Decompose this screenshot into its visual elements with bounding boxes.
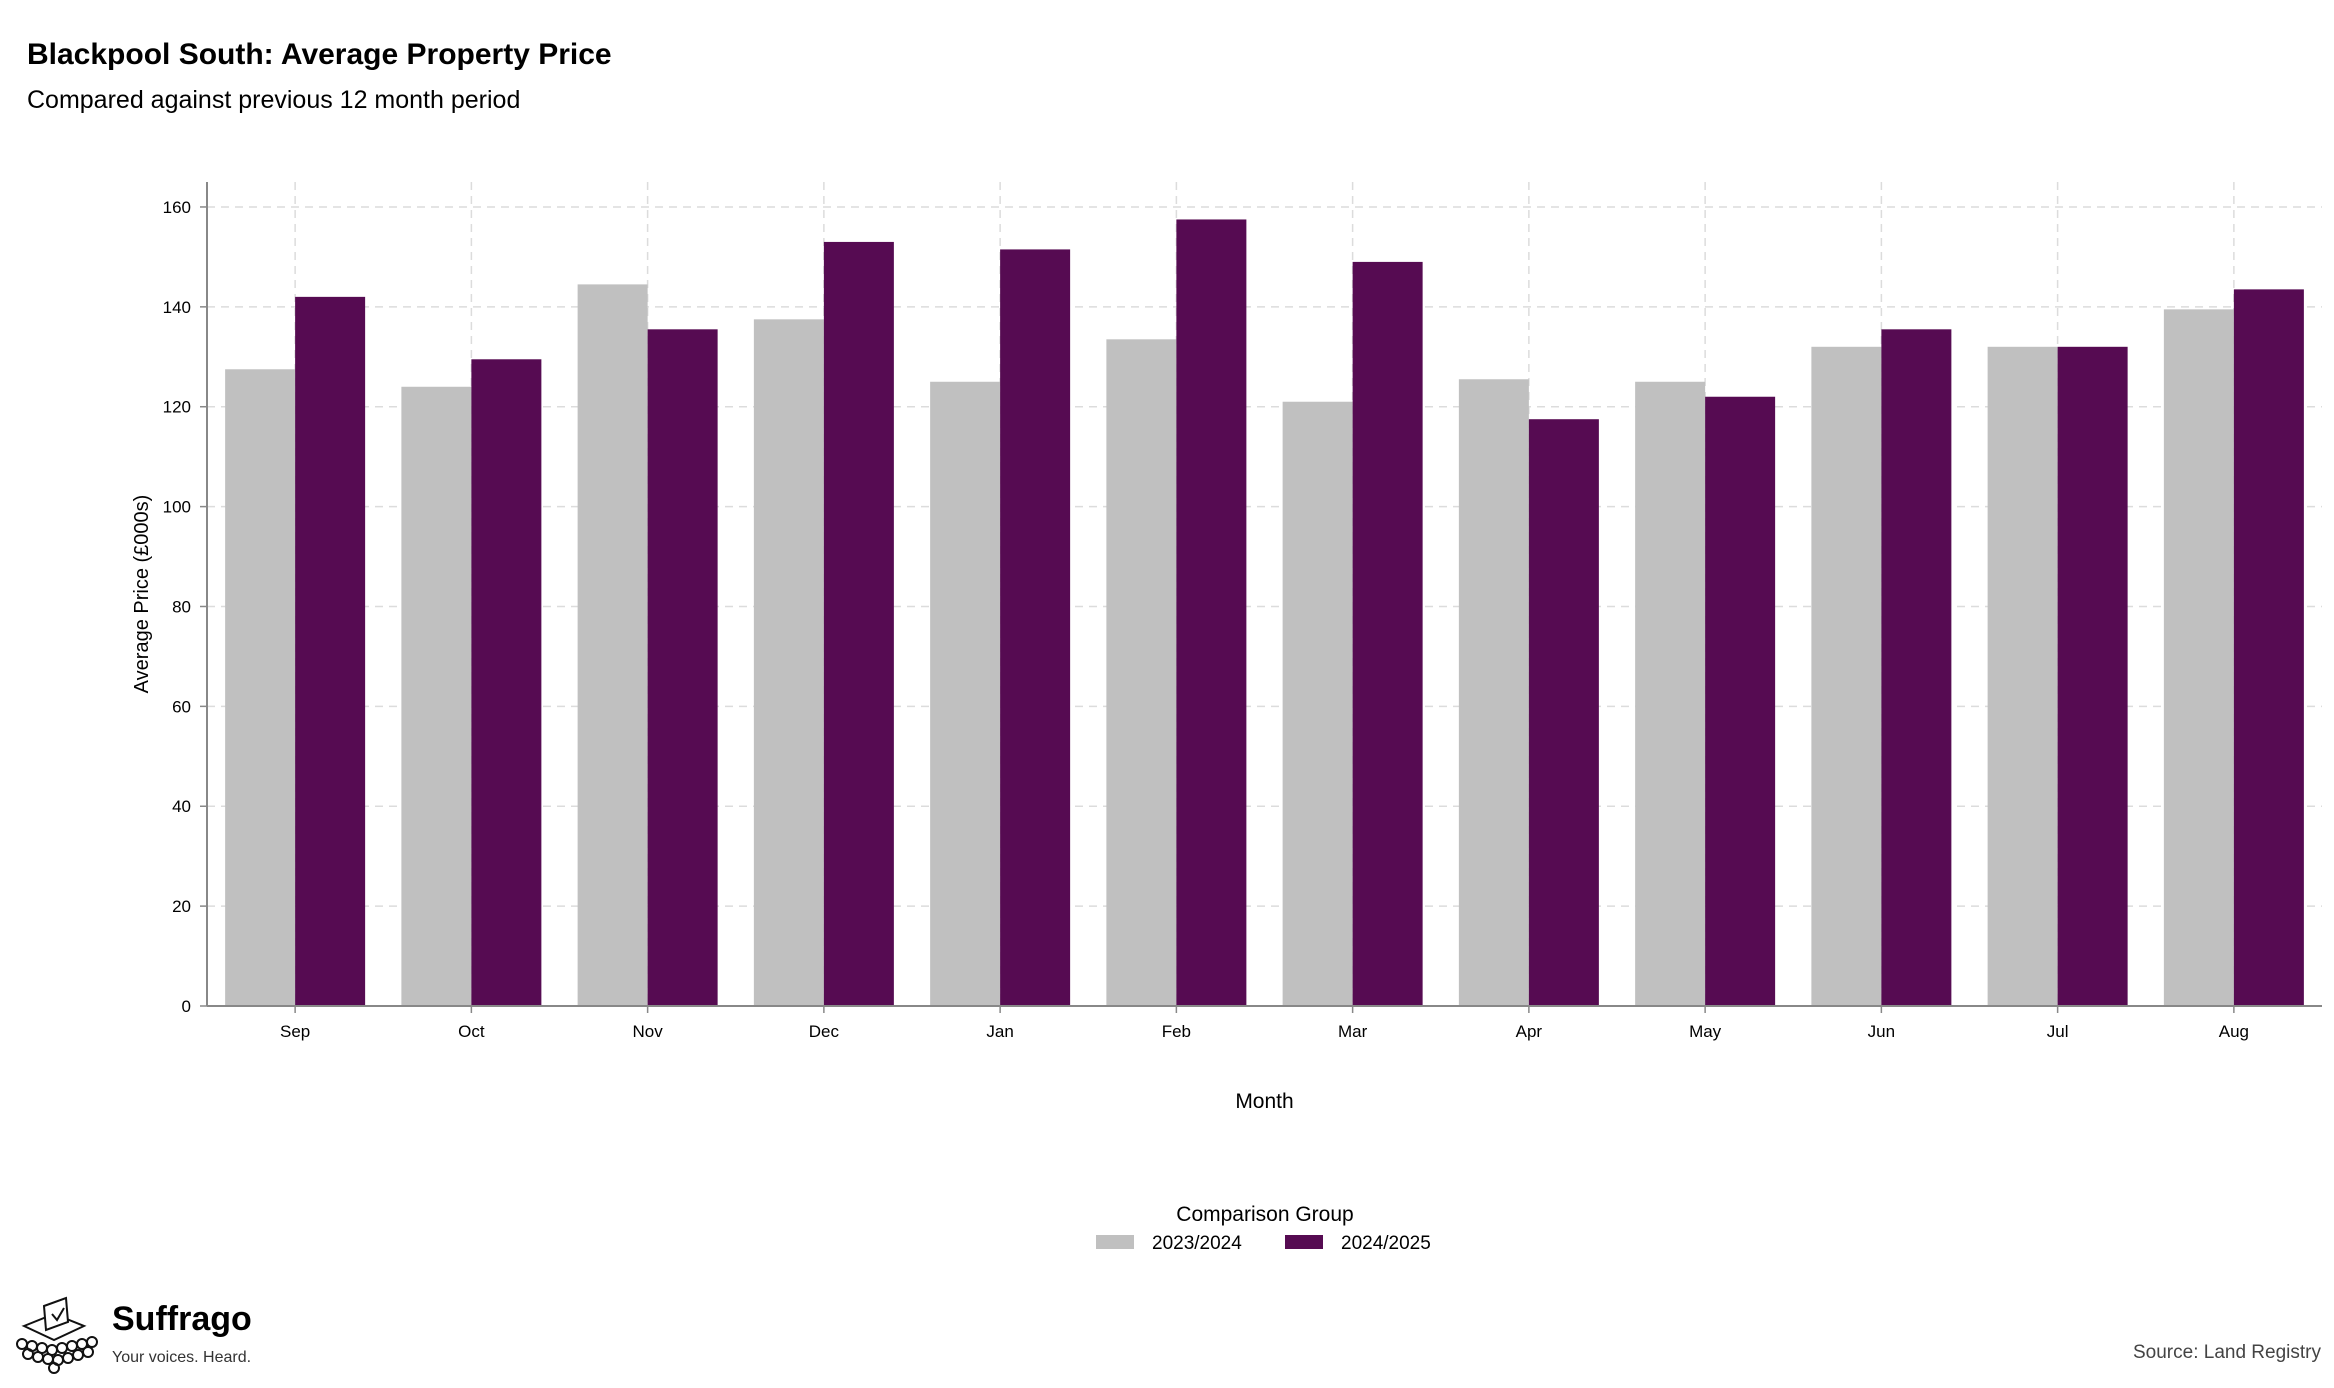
bar-jun-2023-2024 [1811,346,1882,1006]
x-tick-label: Nov [633,1022,664,1041]
legend-title: Comparison Group [1176,1203,1353,1226]
bar-apr-2023-2024 [1458,379,1529,1006]
y-tick-label: 100 [163,498,191,517]
bar-oct-2023-2024 [401,386,472,1006]
bar-dec-2023-2024 [753,319,824,1006]
y-tick-label: 160 [163,198,191,217]
bar-may-2023-2024 [1635,381,1706,1006]
bar-jul-2024-2025 [2057,346,2128,1006]
chart-title: Blackpool South: Average Property Price [27,38,612,71]
x-tick-label: May [1689,1022,1722,1041]
bar-jul-2023-2024 [1987,346,2058,1006]
bar-nov-2023-2024 [577,284,648,1007]
x-tick-label: Jan [986,1022,1013,1041]
bar-mar-2024-2025 [1352,261,1423,1006]
y-tick-label: 0 [182,997,191,1016]
axis-layer: 0 20 40 60 80 100 120 140 160 Sep Oct Nov Dec Jan Feb M… [131,182,2322,1113]
x-tick-label: Dec [809,1022,840,1041]
bar-aug-2023-2024 [2163,309,2234,1006]
x-axis-title: Month [1235,1090,1293,1113]
bars-layer [225,219,2304,1007]
x-tick-label: Mar [1338,1022,1368,1041]
bar-dec-2024-2025 [823,241,894,1007]
legend-swatch-2023-2024 [1096,1235,1134,1249]
x-tick-label: Feb [1162,1022,1191,1041]
brand-name: Suffrago [112,1300,252,1338]
x-tick-label: Sep [280,1022,310,1041]
y-tick-label: 80 [172,597,191,616]
bar-oct-2024-2025 [471,359,542,1006]
bar-jan-2023-2024 [930,381,1001,1006]
y-tick-label: 20 [172,897,191,916]
y-tick-label: 120 [163,398,191,417]
x-tick-label: Apr [1516,1022,1543,1041]
bar-feb-2023-2024 [1106,339,1177,1006]
bar-feb-2024-2025 [1176,219,1247,1007]
legend-swatch-2024-2025 [1285,1235,1323,1249]
bar-sep-2023-2024 [225,369,296,1007]
y-tick-label: 60 [172,697,191,716]
bar-may-2024-2025 [1705,396,1776,1006]
suffrago-logo-icon [16,1296,98,1374]
bar-mar-2023-2024 [1282,401,1353,1006]
x-tick-label: Jul [2047,1022,2069,1041]
y-tick-label: 40 [172,797,191,816]
chart-subtitle: Compared against previous 12 month perio… [27,86,521,114]
bar-nov-2024-2025 [647,329,718,1007]
bar-jun-2024-2025 [1881,329,1952,1007]
y-tick-label: 140 [163,298,191,317]
bar-sep-2024-2025 [295,296,366,1006]
legend: Comparison Group 2023/2024 2024/2025 [1096,1203,1431,1254]
legend-label-2023-2024: 2023/2024 [1152,1233,1242,1254]
x-tick-label: Aug [2219,1022,2249,1041]
legend-label-2024-2025: 2024/2025 [1341,1233,1431,1254]
y-axis-title: Average Price (£000s) [131,495,153,694]
bar-jan-2024-2025 [1000,249,1071,1006]
bar-aug-2024-2025 [2233,289,2304,1006]
bar-chart: 0 20 40 60 80 100 120 140 160 Sep Oct Nov Dec Jan Feb M… [131,182,2322,1254]
x-tick-label: Jun [1868,1022,1895,1041]
source-note: Source: Land Registry [2133,1342,2321,1363]
x-tick-label: Oct [458,1022,485,1041]
brand-tagline: Your voices. Heard. [112,1349,252,1366]
bar-apr-2024-2025 [1528,419,1599,1006]
